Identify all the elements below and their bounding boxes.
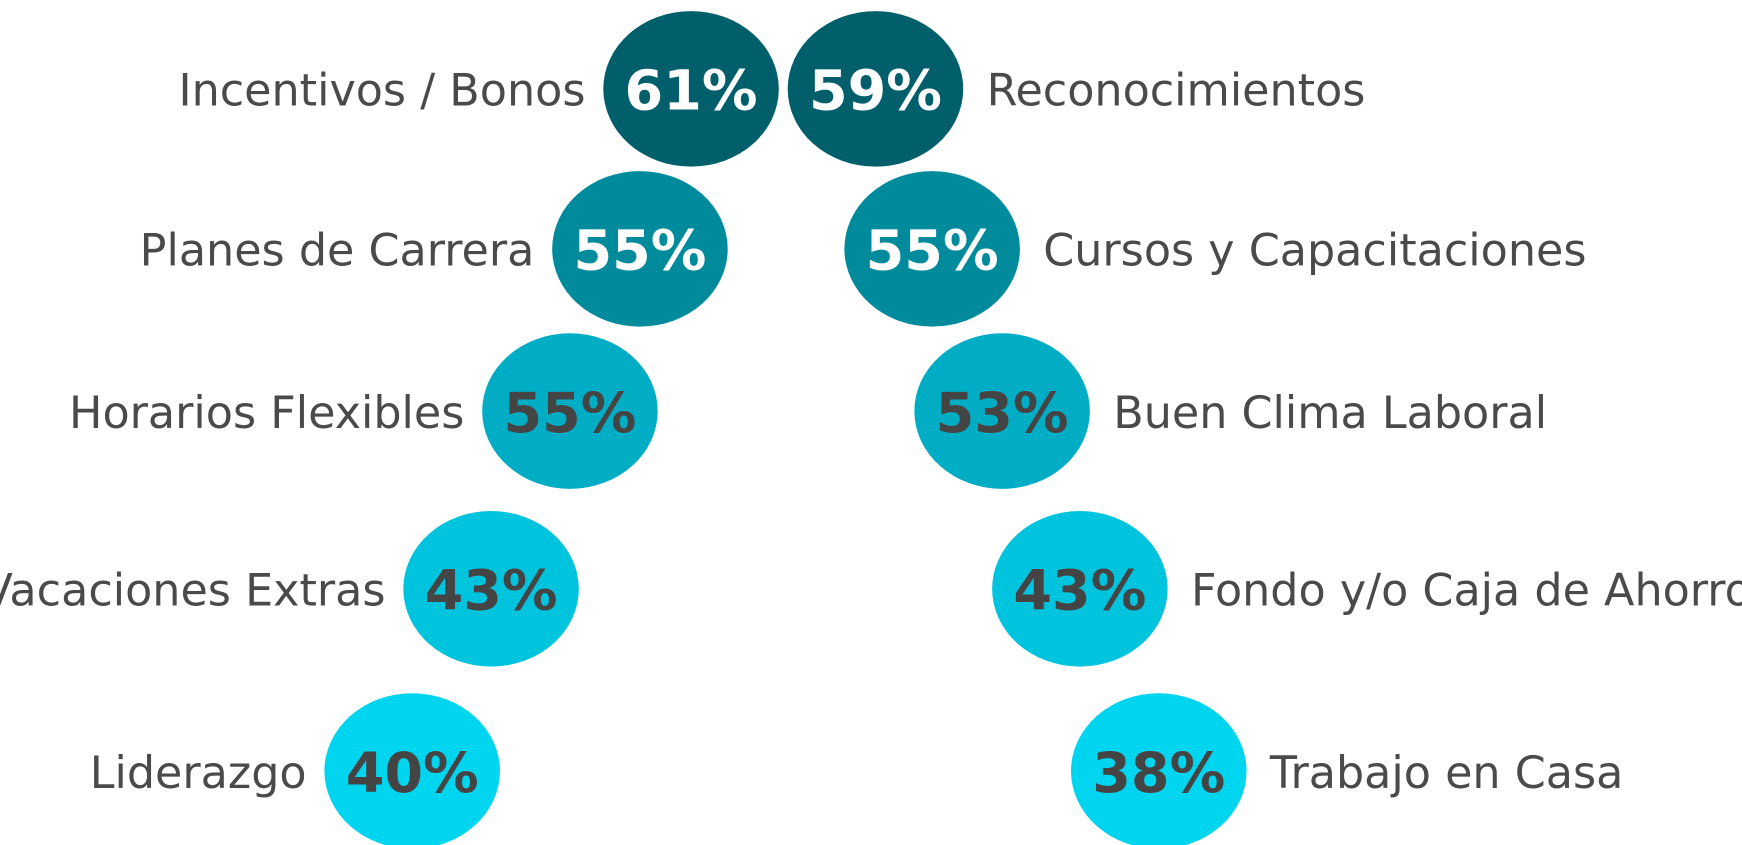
label: Vacaciones Extras bbox=[0, 566, 386, 617]
value: 55% bbox=[573, 219, 706, 284]
value: 53% bbox=[936, 381, 1069, 446]
label: Fondo y/o Caja de Ahorro bbox=[1191, 566, 1742, 617]
value: 55% bbox=[503, 381, 636, 446]
bubble bbox=[324, 693, 500, 845]
label: Buen Clima Laboral bbox=[1113, 388, 1547, 439]
bubble bbox=[552, 171, 728, 327]
label: Reconocimientos bbox=[987, 66, 1366, 117]
value: 61% bbox=[625, 59, 758, 124]
bubble bbox=[403, 511, 579, 667]
value: 55% bbox=[866, 219, 999, 284]
value: 43% bbox=[425, 559, 558, 624]
value: 40% bbox=[346, 741, 479, 806]
bubble bbox=[914, 333, 1090, 489]
label: Planes de Carrera bbox=[140, 226, 535, 277]
label: Liderazgo bbox=[90, 748, 307, 799]
label: Trabajo en Casa bbox=[1269, 748, 1623, 799]
bubble bbox=[1071, 693, 1247, 845]
value: 38% bbox=[1092, 741, 1225, 806]
value: 43% bbox=[1013, 559, 1146, 624]
label: Horarios Flexibles bbox=[69, 388, 464, 439]
bubble bbox=[992, 511, 1168, 667]
bubble bbox=[844, 171, 1020, 327]
bubble bbox=[603, 11, 779, 167]
label: Cursos y Capacitaciones bbox=[1043, 226, 1586, 277]
bubble bbox=[787, 11, 964, 167]
label: Incentivos / Bonos bbox=[178, 66, 585, 117]
bubble bbox=[482, 333, 658, 489]
content: 61% Incentivos / Bonos 55% Planes de Carrer… bbox=[0, 11, 1742, 845]
value: 59% bbox=[809, 59, 942, 124]
